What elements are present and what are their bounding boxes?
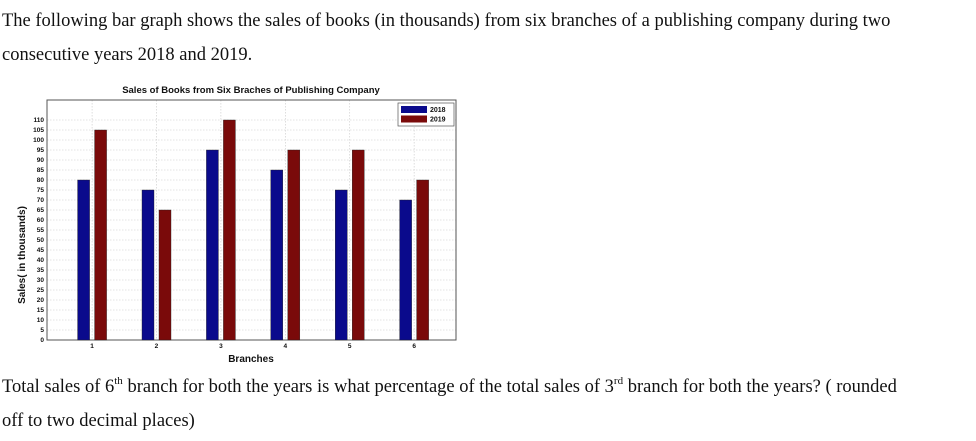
y-tick-label: 50 — [37, 237, 45, 244]
y-tick-label: 85 — [37, 167, 45, 174]
bar-2019-branch-6 — [416, 179, 429, 341]
y-tick-label: 55 — [37, 227, 45, 234]
x-tick-label: 6 — [412, 343, 416, 350]
y-tick-label: 45 — [37, 247, 45, 254]
y-tick-label: 105 — [33, 127, 44, 134]
bar-2018-branch-5 — [335, 189, 348, 341]
y-tick-label: 90 — [37, 157, 45, 164]
ordinal-suffix-th: th — [114, 374, 123, 387]
chart-title: Sales of Books from Six Braches of Publi… — [122, 85, 380, 96]
bar-2019-branch-5 — [352, 149, 365, 341]
y-tick-label: 25 — [37, 287, 45, 294]
x-tick-label: 1 — [90, 343, 94, 350]
y-tick-label: 70 — [37, 197, 45, 204]
bar-2019-branch-1 — [94, 129, 107, 341]
bar-2018-branch-3 — [206, 149, 219, 341]
x-axis-ticks: 1 2 3 4 5 6 — [90, 343, 416, 350]
x-tick-label: 2 — [155, 343, 159, 350]
question-line-4: off to two decimal places) — [2, 411, 195, 431]
x-tick-label: 5 — [348, 343, 352, 350]
question-line-3: Total sales of 6th branch for both the y… — [2, 370, 897, 404]
legend-swatch-2019 — [401, 115, 427, 123]
y-tick-label: 30 — [37, 277, 45, 284]
y-axis-ticks: 0 5 10 15 20 25 30 35 40 45 50 55 60 65 70 75 80 85 90 95 10… — [33, 117, 44, 344]
legend-swatch-2018 — [401, 106, 427, 113]
ordinal-suffix-rd: rd — [613, 374, 624, 387]
y-tick-label: 110 — [34, 117, 45, 124]
bar-2018-branch-6 — [399, 199, 412, 341]
plot-area — [46, 99, 457, 341]
bar-2018-branch-2 — [141, 189, 155, 341]
question-line-3-part-3: branch for both the years? ( rounded — [623, 377, 897, 397]
legend: 2018 2019 — [397, 102, 455, 127]
bar-2018-branch-1 — [77, 179, 90, 341]
y-tick-label: 35 — [37, 267, 45, 274]
y-tick-label: 80 — [37, 177, 45, 184]
bar-2019-branch-4 — [287, 149, 301, 341]
y-tick-label: 10 — [37, 317, 45, 324]
y-tick-label: 75 — [37, 187, 45, 194]
y-tick-label: 5 — [40, 327, 44, 334]
y-axis-label: Sales( in thousands) — [17, 206, 28, 304]
x-tick-label: 4 — [284, 343, 288, 350]
question-line-3-part-2: branch for both the years is what percen… — [122, 377, 614, 397]
bars — [77, 119, 429, 341]
question-line-1: The following bar graph shows the sales … — [2, 11, 891, 31]
y-tick-label: 20 — [37, 297, 45, 304]
x-tick-label: 3 — [219, 343, 223, 350]
bar-2019-branch-3 — [223, 119, 236, 341]
y-tick-label: 95 — [37, 147, 45, 154]
y-tick-label: 65 — [37, 207, 45, 214]
legend-label-2018: 2018 — [430, 107, 446, 114]
y-tick-label: 0 — [40, 337, 44, 344]
bar-chart: Sales of Books from Six Braches of Publi… — [17, 85, 457, 365]
y-tick-label: 15 — [37, 307, 45, 314]
bar-2018-branch-4 — [270, 169, 284, 341]
x-axis-label: Branches — [228, 354, 274, 365]
bar-2019-branch-2 — [158, 209, 172, 341]
y-tick-label: 100 — [33, 137, 44, 144]
legend-label-2019: 2019 — [430, 117, 446, 124]
grid-lines — [47, 100, 456, 341]
y-tick-label: 40 — [37, 257, 45, 264]
question-line-2: consecutive years 2018 and 2019. — [2, 45, 253, 65]
y-tick-label: 60 — [37, 217, 45, 224]
question-line-3-part-1: Total sales of 6 — [2, 377, 115, 397]
